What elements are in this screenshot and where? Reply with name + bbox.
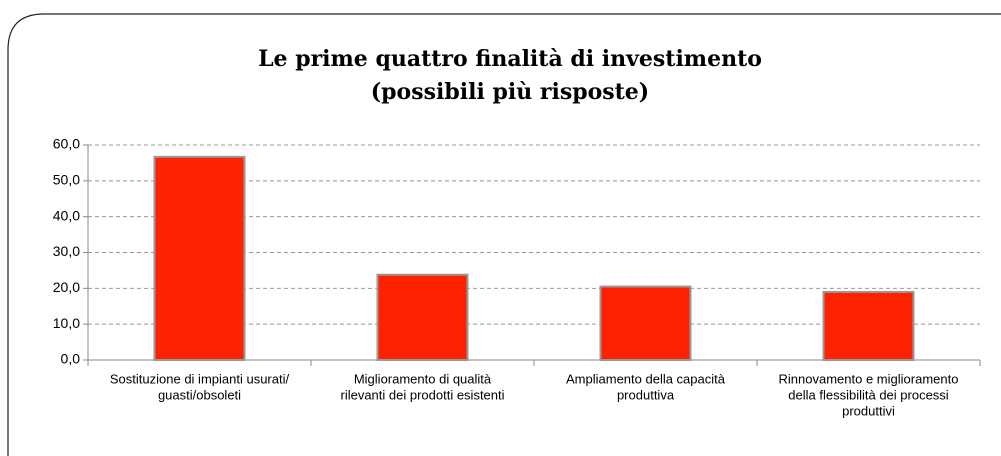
y-tick-label: 40,0 [53, 207, 80, 223]
chart-title: (possibili più risposte) [371, 79, 649, 105]
x-tick-label: rilevanti dei prodotti esistenti [340, 387, 504, 402]
y-tick-label: 10,0 [53, 315, 80, 331]
y-tick-label: 20,0 [53, 279, 80, 295]
y-tick-label: 0,0 [61, 351, 81, 367]
y-tick-label: 30,0 [53, 243, 80, 259]
chart-title: Le prime quattro finalità di investiment… [258, 46, 762, 72]
x-tick-label: Ampliamento della capacità [566, 371, 726, 386]
frame [7, 13, 1001, 456]
bar [153, 155, 246, 361]
x-tick-label: produttiva [617, 387, 675, 402]
bar [822, 290, 915, 361]
bar [599, 285, 692, 361]
x-tick-label: Miglioramento di qualità [354, 371, 492, 386]
y-tick-label: 50,0 [53, 172, 80, 188]
x-tick-label: guasti/obsoleti [158, 387, 241, 402]
y-tick-label: 60,0 [53, 136, 80, 152]
x-tick-label: della flessibilità dei processi [788, 387, 949, 402]
bar [376, 273, 469, 362]
x-tick-label: Sostituzione di impianti usurati/ [110, 371, 290, 386]
x-tick-label: Rinnovamento e miglioramento [779, 371, 959, 386]
x-tick-label: produttivi [842, 403, 895, 418]
